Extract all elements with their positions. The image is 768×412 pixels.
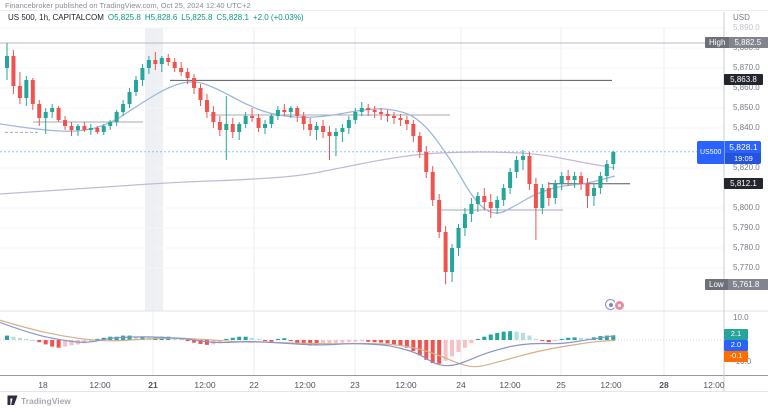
price-tick: 5,860.0 <box>733 83 760 92</box>
reaction-icon[interactable] <box>614 300 625 311</box>
macd-scale-top: 10.0 <box>733 313 749 322</box>
time-tick: 22 <box>249 380 259 390</box>
time-tick: 12:00 <box>294 380 316 390</box>
time-tick: 23 <box>350 380 360 390</box>
low-price-badge: Low 5,761.8 <box>705 279 768 290</box>
time-tick: 21 <box>148 380 158 390</box>
price-tick: 5,770.0 <box>733 263 760 272</box>
time-tick: 18 <box>38 380 48 390</box>
time-tick: 12:00 <box>194 380 216 390</box>
tradingview-mark-icon <box>7 395 18 405</box>
price-tick: 5,780.0 <box>733 243 760 252</box>
tradingview-wordmark: TradingView <box>21 395 71 406</box>
high-value: 5,882.5 <box>729 37 768 48</box>
ohlc-low: L5,825.8 <box>181 13 213 22</box>
high-price-badge: High 5,882.5 <box>705 37 768 48</box>
symbol-legend[interactable]: US 500, 1h, CAPITALCOM O5,825.8 H5,828.6 L5… <box>8 13 304 22</box>
level-price-badge-5812: 5,812.1 <box>724 178 763 189</box>
ohlc-close: C5,828.1 <box>216 13 249 22</box>
high-label: High <box>705 37 730 48</box>
price-tick: 5,820.0 <box>733 163 760 172</box>
level-value: 5,863.8 <box>730 75 757 84</box>
current-price: 5,828.1 <box>729 142 758 152</box>
current-price-badge: US500 5,828.1 19:09 <box>697 141 762 164</box>
header-divider <box>0 10 768 11</box>
price-tick: 5,890.0 <box>733 23 760 32</box>
time-tick: 12:00 <box>89 380 111 390</box>
price-tick: 5,790.0 <box>733 223 760 232</box>
time-tick: 12:00 <box>499 380 521 390</box>
symbol-title: US 500, 1h, CAPITALCOM <box>8 13 104 22</box>
macd-scale-bottom: -10.0 <box>733 357 752 366</box>
level-price-badge-5863: 5,863.8 <box>724 74 763 85</box>
macd-signal-badge: -0.1 <box>724 351 748 362</box>
reactions-badge[interactable] <box>605 299 629 312</box>
time-tick: 28 <box>659 380 669 390</box>
time-tick: 24 <box>456 380 466 390</box>
time-tick: 25 <box>556 380 566 390</box>
ohlc-high: H5,828.6 <box>144 13 178 22</box>
time-tick: 12:00 <box>600 380 622 390</box>
price-tick: 5,870.0 <box>733 63 760 72</box>
macd-line-badge: 2.0 <box>724 340 748 351</box>
low-value: 5,761.8 <box>727 279 768 290</box>
low-label: Low <box>705 279 728 290</box>
ohlc-open: O5,825.8 <box>107 13 141 22</box>
tradingview-logo[interactable]: TradingView <box>7 395 71 406</box>
price-tick: 5,850.0 <box>733 103 760 112</box>
symbol-tab: US500 <box>697 141 726 164</box>
publish-line: Financebroker published on TradingView.c… <box>5 1 251 10</box>
time-tick: 12:00 <box>395 380 417 390</box>
macd-hist-badge: 2.1 <box>724 329 748 340</box>
ohlc-change: +2.0 (+0.03%) <box>252 13 304 22</box>
bar-countdown: 19:09 <box>725 153 762 164</box>
level-value: 5,812.1 <box>730 179 757 188</box>
time-tick: 12:00 <box>703 380 725 390</box>
price-tick: 5,800.0 <box>733 203 760 212</box>
currency-label: USD <box>733 13 750 22</box>
price-tick: 5,840.0 <box>733 123 760 132</box>
